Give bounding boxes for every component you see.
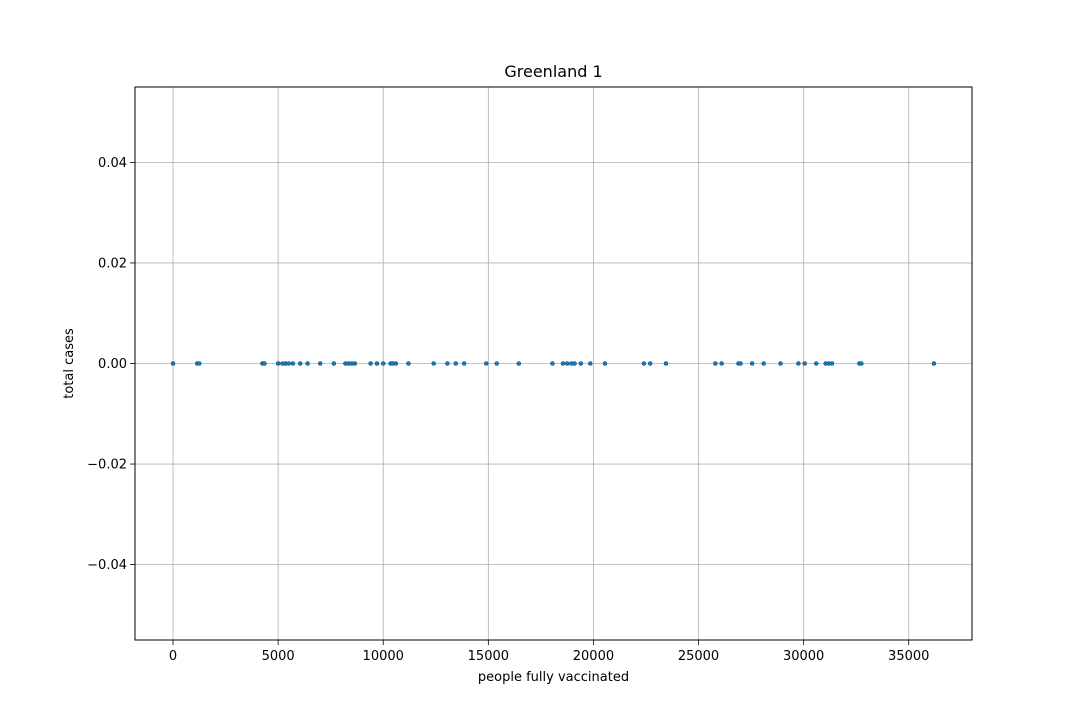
data-point	[445, 361, 450, 366]
data-point	[317, 361, 323, 366]
data-point	[483, 361, 489, 366]
data-point	[802, 361, 807, 366]
data-point	[380, 361, 386, 366]
x-tick-label: 10000	[363, 649, 404, 664]
grid-lines	[135, 87, 972, 640]
y-axis-label: total cases	[62, 328, 77, 399]
data-point	[778, 361, 783, 366]
y-axis-ticks: −0.04 −0.02 0.00 0.02 0.04	[87, 156, 135, 573]
data-point	[197, 361, 202, 366]
data-point	[572, 361, 577, 366]
data-point	[516, 361, 522, 366]
x-axis-label: people fully vaccinated	[478, 670, 629, 685]
y-tick-label: 0.00	[98, 357, 127, 372]
data-point	[641, 361, 647, 366]
data-point	[663, 361, 669, 366]
data-point	[647, 361, 653, 366]
y-tick-label: −0.04	[87, 558, 127, 573]
data-point	[560, 361, 566, 366]
y-tick-label: 0.02	[98, 256, 127, 271]
y-tick-label: 0.04	[98, 156, 127, 171]
data-point	[578, 361, 584, 366]
data-point	[374, 361, 380, 366]
y-tick-label: −0.02	[87, 458, 127, 473]
x-tick-label: 30000	[783, 649, 824, 664]
data-points	[170, 361, 937, 366]
data-point	[368, 361, 373, 366]
x-tick-label: 25000	[678, 649, 719, 664]
data-point	[290, 361, 296, 366]
data-point	[297, 361, 303, 366]
x-axis-ticks: 0 5000 10000 15000 20000 25000 30000 35000	[169, 640, 929, 664]
data-point	[738, 361, 743, 366]
data-point	[713, 361, 718, 366]
data-point	[331, 361, 337, 366]
data-point	[286, 361, 291, 366]
data-point	[461, 361, 467, 366]
x-tick-label: 20000	[573, 649, 614, 664]
data-point	[550, 361, 555, 366]
x-tick-label: 15000	[468, 649, 509, 664]
x-tick-label: 35000	[888, 649, 929, 664]
data-point	[602, 361, 608, 366]
data-point	[749, 361, 755, 366]
x-tick-label: 0	[169, 649, 177, 664]
data-point	[305, 361, 310, 366]
data-point	[761, 361, 766, 366]
data-point	[829, 361, 835, 366]
data-point	[588, 361, 593, 366]
x-tick-label: 5000	[262, 649, 295, 664]
data-point	[453, 361, 459, 366]
data-point	[275, 361, 281, 366]
data-point	[494, 361, 499, 366]
data-point	[931, 361, 937, 366]
data-point	[170, 361, 176, 366]
data-point	[564, 361, 570, 366]
data-point	[393, 361, 399, 366]
chart-title: Greenland 1	[504, 62, 602, 81]
data-point	[406, 361, 411, 366]
data-point	[719, 361, 724, 366]
data-point	[431, 361, 436, 366]
data-point	[813, 361, 819, 366]
data-point	[796, 361, 801, 366]
data-point	[352, 361, 358, 366]
data-point	[262, 361, 267, 366]
data-point	[859, 361, 864, 366]
